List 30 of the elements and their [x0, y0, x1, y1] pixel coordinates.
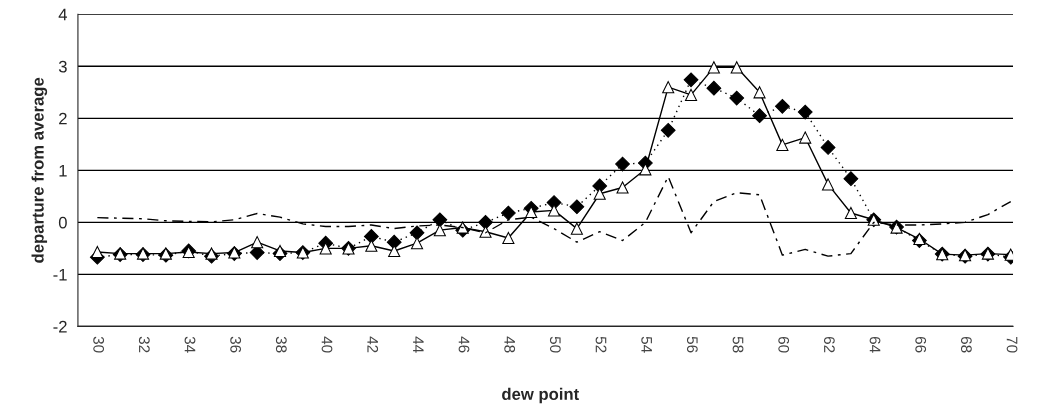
y-axis-title: departure from average: [31, 77, 48, 263]
x-tick-label: 48: [504, 336, 516, 353]
x-tick-label: 50: [549, 336, 561, 353]
y-tick-label: -2: [53, 320, 67, 333]
x-tick-label: 32: [138, 336, 150, 353]
x-tick-label: 68: [960, 336, 972, 353]
y-tick-label: 0: [58, 216, 67, 229]
x-tick-label: 38: [275, 336, 287, 353]
x-tick-label: 70: [1006, 336, 1018, 353]
x-tick-label: 42: [367, 336, 379, 353]
y-tick-label: -1: [53, 268, 67, 281]
y-tick-label: 4: [58, 8, 68, 21]
x-tick-label: 64: [869, 336, 881, 353]
x-tick-label: 62: [823, 336, 835, 353]
x-tick-label: 60: [778, 336, 790, 353]
x-tick-label: 52: [595, 336, 607, 353]
x-tick-label: 46: [458, 336, 470, 353]
x-tick-label: 34: [184, 336, 196, 353]
x-tick-label: 40: [321, 336, 333, 353]
x-tick-label: 44: [413, 336, 424, 353]
x-axis-title: dew point: [502, 387, 579, 404]
x-tick-label: 54: [641, 336, 652, 353]
x-tick-label: 30: [93, 336, 105, 353]
x-tick-label: 66: [915, 336, 927, 353]
x-tick-label: 58: [732, 336, 744, 353]
y-tick-label: 2: [59, 112, 67, 125]
y-tick-label: 1: [59, 164, 67, 177]
x-tick-label: 56: [686, 336, 698, 353]
y-tick-label: 3: [58, 60, 67, 73]
x-tick-label: 36: [230, 336, 242, 353]
